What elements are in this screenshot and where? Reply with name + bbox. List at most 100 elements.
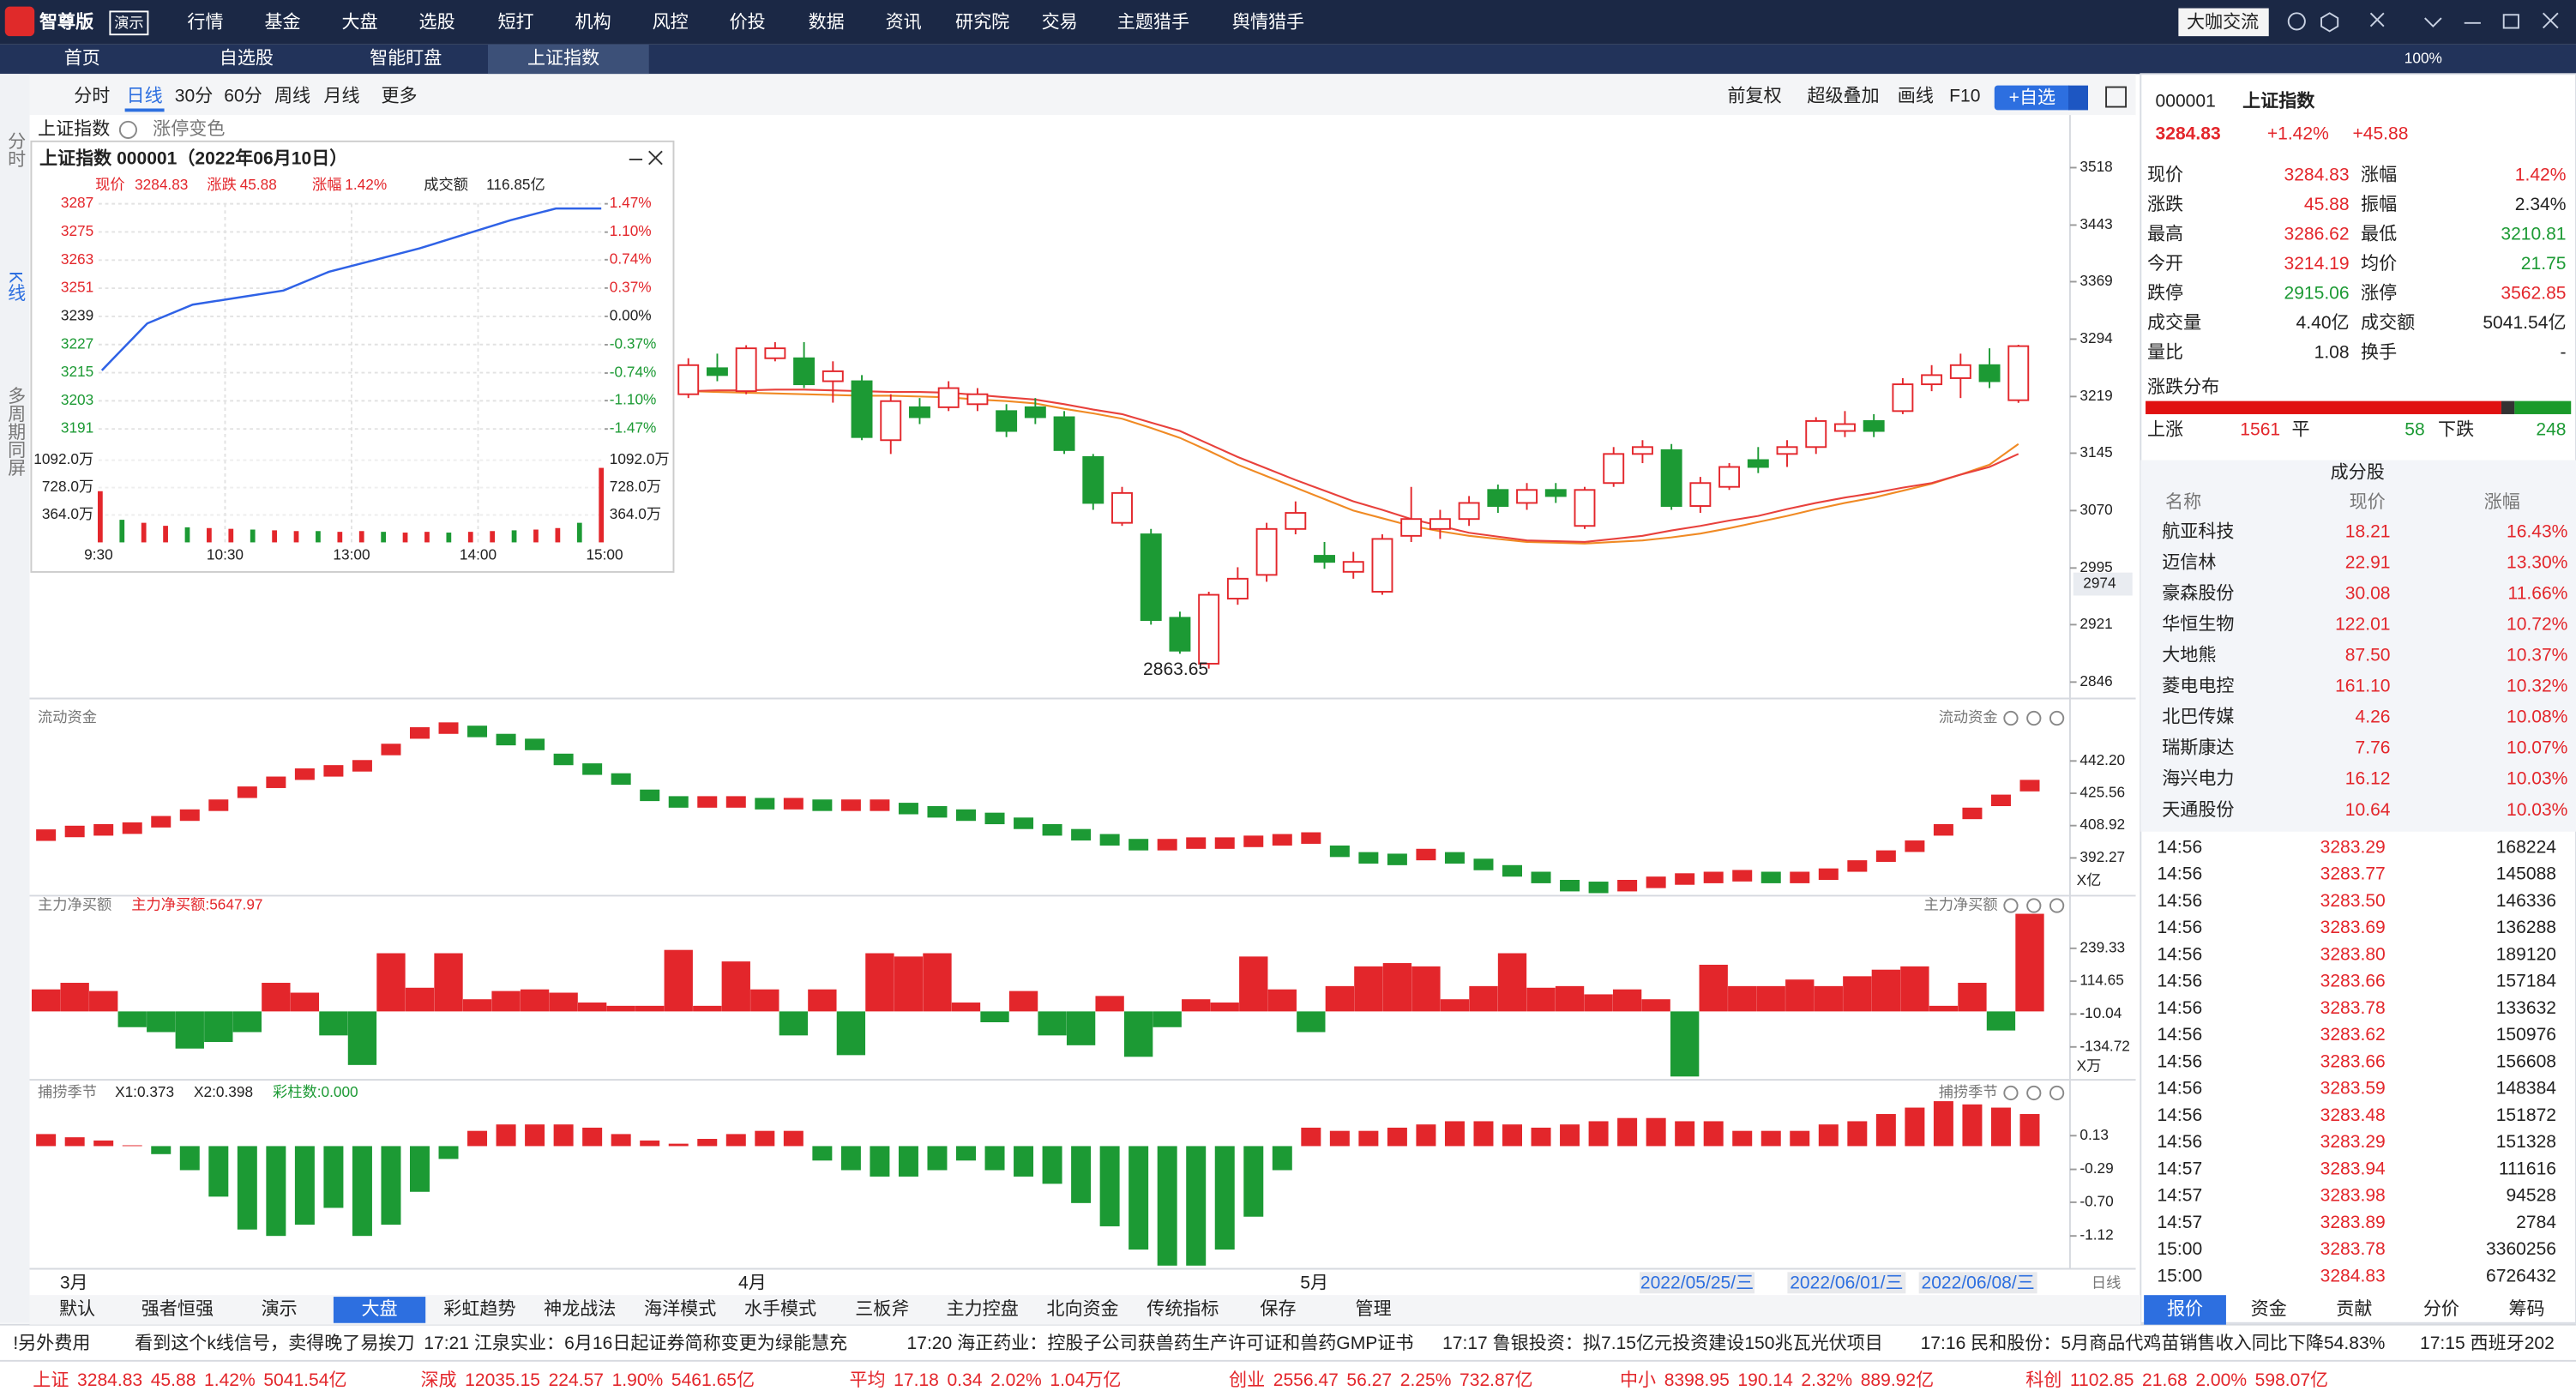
panel-icon[interactable] — [2003, 710, 2019, 726]
panel-icon[interactable] — [2049, 1085, 2065, 1101]
menu-item[interactable]: 短打 — [497, 11, 533, 32]
news-item[interactable]: !另外费用 — [13, 1333, 90, 1353]
bottom-tab[interactable]: 神龙战法 — [544, 1298, 616, 1319]
option[interactable]: 前复权 — [1727, 86, 1781, 106]
option[interactable]: 画线 — [1898, 86, 1934, 106]
side-column — [0, 74, 30, 1323]
flow-bar — [1905, 840, 1925, 852]
panel-icon[interactable] — [2003, 1085, 2019, 1101]
tab[interactable]: 智能盯盘 — [370, 48, 442, 69]
news-item[interactable]: 看到这个k线信号，卖得晚了易挨刀 — [135, 1333, 414, 1353]
menu-item[interactable]: 主题猎手 — [1117, 11, 1189, 32]
period[interactable]: 60分 — [224, 86, 262, 106]
menu-item[interactable]: 基金 — [264, 11, 300, 32]
pct-tick-label: -1.47% — [610, 419, 657, 437]
side-tab[interactable]: 分时 — [6, 131, 27, 168]
side-tab[interactable]: K线 — [6, 271, 27, 302]
period[interactable]: 30分 — [175, 86, 213, 106]
bottom-tab[interactable]: 三板斧 — [855, 1298, 909, 1319]
button-box[interactable] — [2178, 8, 2269, 37]
panel-icon[interactable] — [2026, 710, 2042, 726]
bottom-tab[interactable]: 主力控盘 — [947, 1298, 1019, 1319]
menu-item[interactable]: 交易 — [1042, 11, 1078, 32]
news-item[interactable]: 17:21 江泉实业：6月16日起证券简称变更为绿能慧充 — [424, 1333, 847, 1353]
net-bar — [1756, 985, 1785, 1012]
y-tick-label: 3294 — [2079, 329, 2113, 346]
right-tab[interactable]: 资金 — [2251, 1298, 2287, 1319]
news-item[interactable]: 17:15 西班牙202 — [2420, 1333, 2555, 1353]
stock-name[interactable]: 海兴电力 — [2162, 768, 2234, 789]
stock-name[interactable]: 瑞斯康达 — [2162, 738, 2234, 758]
panel-icon[interactable] — [2049, 710, 2065, 726]
add-button[interactable] — [1994, 85, 2072, 111]
stock-name[interactable]: 天通股份 — [2162, 799, 2234, 820]
panel-icon[interactable] — [2049, 898, 2065, 913]
top-button[interactable]: 大咖交流 — [2187, 11, 2259, 32]
stock-name[interactable]: 北巴传媒 — [2162, 707, 2234, 727]
bottom-tab[interactable]: 传统指标 — [1147, 1298, 1219, 1319]
candle-body — [1718, 466, 1741, 488]
panel-icon[interactable] — [2026, 898, 2042, 913]
bottom-tab[interactable]: 演示 — [262, 1298, 298, 1319]
panel-icon[interactable] — [2003, 898, 2019, 913]
right-tab[interactable]: 贡献 — [2336, 1298, 2372, 1319]
flow-bar — [1760, 871, 1781, 883]
bottom-tab[interactable]: 强者恒强 — [141, 1298, 214, 1319]
option[interactable]: 超级叠加 — [1807, 86, 1879, 106]
net-bar — [1267, 989, 1297, 1012]
bottom-tab[interactable]: 北向资金 — [1046, 1298, 1118, 1319]
pct-tick-label: -1.10% — [610, 391, 657, 408]
net-bar — [1297, 1011, 1326, 1033]
net-bar — [1325, 985, 1355, 1012]
option[interactable]: F10 — [1949, 87, 1980, 106]
menu-item[interactable]: 数据 — [809, 11, 845, 32]
bottom-tab[interactable]: 海洋模式 — [644, 1298, 716, 1319]
stock-name[interactable]: 大地熊 — [2162, 645, 2216, 665]
add-dropdown[interactable] — [2068, 85, 2089, 111]
period[interactable]: 分时 — [74, 86, 110, 106]
tab[interactable]: 自选股 — [220, 48, 274, 69]
news-item[interactable]: 17:20 海正药业：控股子公司获兽药生产许可证和兽药GMP证书 — [907, 1333, 1414, 1353]
tab[interactable]: 首页 — [64, 48, 100, 69]
stock-name[interactable]: 豪森股份 — [2162, 583, 2234, 604]
dropdown-icon[interactable] — [118, 120, 137, 139]
menu-item[interactable]: 选股 — [419, 11, 455, 32]
stock-name[interactable]: 菱电电控 — [2162, 676, 2234, 696]
bottom-tab[interactable]: 管理 — [1356, 1298, 1392, 1319]
menu-item[interactable]: 风控 — [653, 11, 689, 32]
menu-item[interactable]: 行情 — [187, 11, 223, 32]
season-bar — [812, 1146, 833, 1161]
news-item[interactable]: 17:17 鲁银投资：拟7.15亿元投资建设150兆瓦光伏项目 — [1442, 1333, 1883, 1353]
period[interactable]: 月线 — [323, 86, 359, 106]
period[interactable]: 日线 — [127, 86, 163, 106]
period-button[interactable]: 日线 — [2091, 1274, 2121, 1291]
flow-bar — [64, 825, 85, 838]
add-label[interactable]: +自选 — [2009, 87, 2055, 108]
layout-icon[interactable] — [2105, 86, 2128, 108]
period[interactable]: 周线 — [274, 86, 310, 106]
menu-item[interactable]: 舆情猎手 — [1232, 11, 1304, 32]
menu-item[interactable]: 大盘 — [341, 11, 377, 32]
stock-name[interactable]: 华恒生物 — [2162, 614, 2234, 635]
right-tab[interactable]: 报价 — [2167, 1298, 2203, 1319]
news-item[interactable]: 17:16 民和股份：5月商品代鸡苗销售收入同比下降54.83% — [1921, 1333, 2386, 1353]
right-tab[interactable]: 筹码 — [2508, 1298, 2544, 1319]
tab[interactable]: 上证指数 — [527, 48, 599, 69]
side-tab[interactable]: 多周期同屏 — [6, 386, 27, 477]
bottom-tab[interactable]: 彩虹趋势 — [443, 1298, 515, 1319]
bottom-tab[interactable]: 水手模式 — [744, 1298, 816, 1319]
period[interactable]: 更多 — [381, 86, 417, 106]
menu-item[interactable]: 价投 — [730, 11, 766, 32]
bottom-tab[interactable]: 默认 — [59, 1298, 95, 1319]
menu-item[interactable]: 资讯 — [886, 11, 922, 32]
net-bar — [1182, 999, 1211, 1012]
stock-name[interactable]: 迈信林 — [2162, 552, 2216, 573]
bottom-tab[interactable]: 保存 — [1260, 1298, 1296, 1319]
menu-item[interactable]: 研究院 — [955, 11, 1009, 32]
right-tab[interactable]: 分价 — [2423, 1298, 2459, 1319]
panel-icon[interactable] — [2026, 1085, 2042, 1101]
bottom-tab[interactable]: 大盘 — [361, 1298, 397, 1319]
popup-controls[interactable] — [629, 150, 663, 166]
stock-name[interactable]: 航亚科技 — [2162, 521, 2234, 541]
menu-item[interactable]: 机构 — [575, 11, 611, 32]
